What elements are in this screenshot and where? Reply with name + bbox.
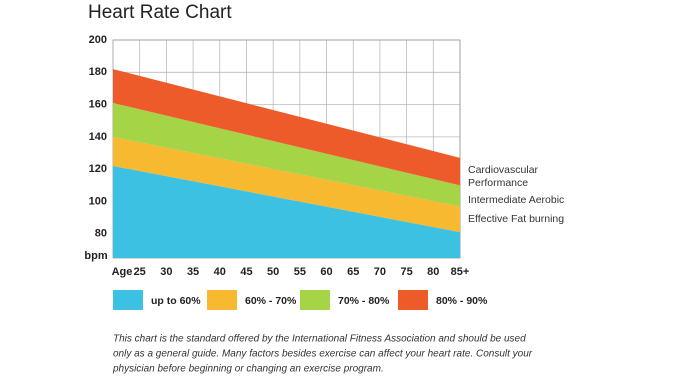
y-tick-label: 200 <box>89 34 107 46</box>
legend-label: 70% - 80% <box>338 295 390 307</box>
x-tick-label: 60 <box>320 266 332 278</box>
x-tick-label: 85+ <box>451 266 470 278</box>
footnote: This chart is the standard offered by th… <box>113 334 526 345</box>
x-tick-label: 45 <box>240 266 252 278</box>
legend-swatch <box>398 290 428 310</box>
y-tick-label: 80 <box>95 228 107 240</box>
area <box>113 102 460 207</box>
y-tick-label: 140 <box>89 131 107 143</box>
area <box>113 136 460 233</box>
zone-annotation: Performance <box>468 177 528 189</box>
zone-annotation: Effective Fat burning <box>468 213 564 225</box>
x-tick-label: 35 <box>187 266 199 278</box>
y-axis-label: bpm <box>84 250 107 262</box>
legend-swatch <box>300 290 330 310</box>
x-tick-label: 40 <box>214 266 226 278</box>
x-tick-label: 70 <box>374 266 386 278</box>
x-axis-label: Age <box>112 266 133 278</box>
legend-swatch <box>207 290 237 310</box>
y-tick-label: 120 <box>89 163 107 175</box>
legend-label: up to 60% <box>151 295 201 307</box>
zone-annotation: Cardiovascular <box>468 164 539 176</box>
x-tick-label: 50 <box>267 266 279 278</box>
y-tick-label: 100 <box>89 195 107 207</box>
x-tick-label: 25 <box>134 266 146 278</box>
area <box>113 69 460 186</box>
legend-label: 80% - 90% <box>436 295 488 307</box>
area <box>113 165 460 258</box>
legend-swatch <box>113 290 143 310</box>
zone-annotation: Intermediate Aerobic <box>468 194 564 206</box>
x-tick-label: 75 <box>400 266 412 278</box>
x-tick-label: 65 <box>347 266 359 278</box>
chart-title: Heart Rate Chart <box>88 2 232 23</box>
footnote: physician before beginning or changing a… <box>112 364 384 375</box>
y-tick-label: 160 <box>89 98 107 110</box>
x-tick-label: 80 <box>427 266 439 278</box>
legend-label: 60% - 70% <box>245 295 297 307</box>
y-tick-label: 180 <box>89 66 107 78</box>
x-tick-label: 30 <box>160 266 172 278</box>
x-tick-label: 55 <box>294 266 306 278</box>
footnote: only as a general guide. Many factors be… <box>113 349 533 360</box>
